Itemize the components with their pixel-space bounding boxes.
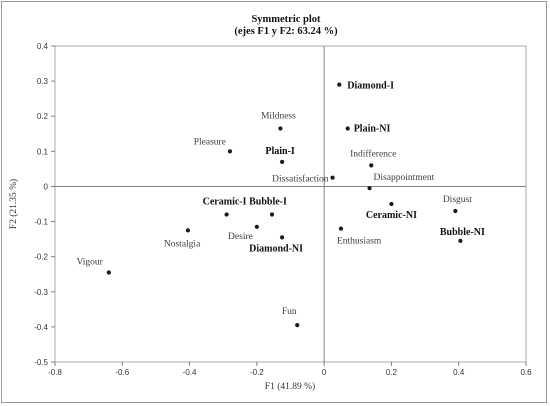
point-plain-ni [345, 126, 350, 131]
point-label-pleasure: Pleasure [194, 137, 226, 147]
point-indifference [369, 163, 374, 168]
point-enthusiasm [338, 226, 344, 231]
point-diamond-ni [279, 235, 285, 240]
point-dissatisfaction [330, 175, 335, 180]
point-diamond-i [337, 82, 342, 87]
x-axis-label: F1 (41.89 %) [265, 381, 315, 392]
point-nostalgia [185, 228, 190, 233]
x-tick-label: -0.8 [48, 368, 62, 377]
point-desire [254, 224, 259, 229]
y-tick-label: 0.2 [37, 112, 49, 121]
point-label-desire: Desire [228, 232, 253, 242]
x-tick-label: -0.2 [250, 368, 264, 377]
point-fun [295, 323, 300, 328]
point-label-dissatisfaction: Dissatisfaction [272, 174, 329, 185]
point-label-plain-ni: Plain-NI [354, 124, 391, 135]
point-ceramic-ni [389, 201, 394, 207]
point-label-enthusiasm: Enthusiasm [337, 237, 382, 247]
x-tick-label: -0.4 [183, 368, 197, 377]
point-label-bubble-i: Bubble-I [249, 197, 287, 208]
chart-subtitle: (ejes F1 y F2: 63.24 %) [234, 26, 338, 37]
point-plain-i [279, 159, 285, 164]
x-tick-label: 0.6 [520, 368, 532, 377]
point-ceramic-i [224, 212, 229, 217]
point-label-plain-i: Plain-I [265, 146, 295, 157]
axes-group [55, 46, 526, 362]
point-label-indifference: Indifference [350, 148, 396, 159]
y-tick-label: 0 [44, 182, 49, 191]
point-bubble-i [269, 212, 275, 217]
y-tick-label: -0.1 [34, 218, 48, 227]
y-axis-label: F2 (21.35 %) [8, 179, 19, 229]
point-bubble-ni [458, 238, 463, 243]
point-label-bubble-ni: Bubble-NI [440, 227, 485, 238]
y-tick-label: 0.1 [37, 147, 49, 156]
point-label-nostalgia: Nostalgia [164, 239, 201, 249]
point-label-disappointment: Disappointment [374, 173, 435, 183]
point-pleasure [227, 149, 233, 154]
chart-title: Symmetric plot [251, 14, 321, 25]
point-disgust [453, 208, 458, 214]
point-label-vigour: Vigour [76, 257, 103, 267]
point-label-ceramic-i: Ceramic-I [203, 197, 247, 208]
point-label-ceramic-ni: Ceramic-NI [366, 210, 417, 221]
point-label-fun: Fun [282, 307, 297, 317]
point-label-diamond-ni: Diamond-NI [249, 243, 303, 254]
x-tick-label: 0.4 [453, 368, 465, 377]
point-label-mildness: Mildness [261, 112, 296, 122]
y-tick-label: -0.3 [34, 288, 48, 297]
y-tick-label: 0.3 [37, 77, 49, 86]
x-tick-label: 0.2 [386, 368, 398, 377]
points-group: Diamond-I Plain-NI Mildness Pleasure Plain-I… [76, 81, 485, 328]
plot-area [54, 45, 527, 363]
point-label-disgust: Disgust [443, 195, 472, 205]
y-tick-label: -0.5 [34, 358, 48, 367]
y-tick-label: 0.4 [37, 42, 49, 51]
point-vigour [106, 270, 111, 275]
y-tick-label: -0.2 [34, 253, 48, 262]
point-disappointment [367, 186, 372, 191]
point-mildness [278, 126, 283, 131]
y-tick-label: -0.4 [34, 323, 48, 332]
point-label-diamond-i: Diamond-I [347, 81, 394, 92]
ticks-group: -0.8 -0.6 -0.4 -0.2 0 0.2 0.4 0.6 0.4 0.3 0.2 0.1 0 -… [34, 42, 532, 377]
x-tick-label: -0.6 [115, 368, 129, 377]
x-tick-label: 0 [322, 368, 327, 377]
